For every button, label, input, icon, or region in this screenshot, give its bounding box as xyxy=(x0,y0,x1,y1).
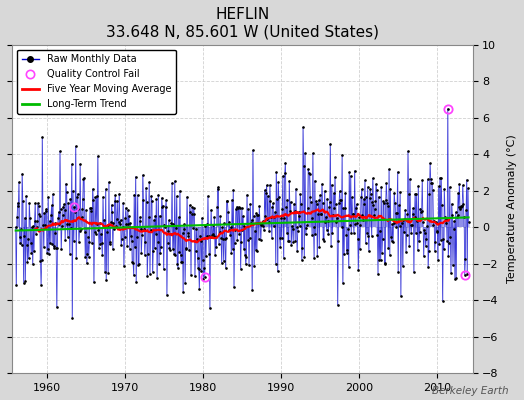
Title: HEFLIN
33.648 N, 85.601 W (United States): HEFLIN 33.648 N, 85.601 W (United States… xyxy=(106,7,379,39)
Y-axis label: Temperature Anomaly (°C): Temperature Anomaly (°C) xyxy=(507,135,517,283)
Text: Berkeley Earth: Berkeley Earth xyxy=(432,386,508,396)
Legend: Raw Monthly Data, Quality Control Fail, Five Year Moving Average, Long-Term Tren: Raw Monthly Data, Quality Control Fail, … xyxy=(17,50,176,114)
